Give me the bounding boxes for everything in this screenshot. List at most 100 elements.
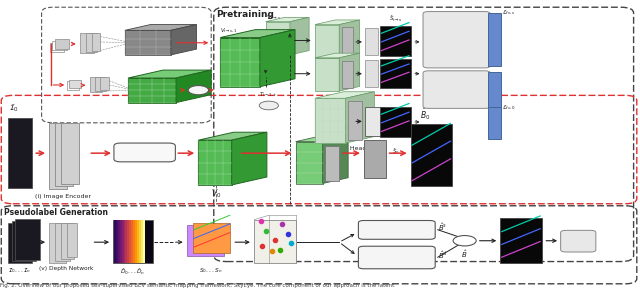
Bar bbox=[118, 220, 120, 263]
Bar bbox=[325, 146, 339, 181]
Bar bbox=[342, 61, 353, 88]
Bar bbox=[125, 220, 127, 263]
FancyBboxPatch shape bbox=[423, 12, 490, 68]
Bar bbox=[129, 220, 131, 263]
Bar bbox=[15, 219, 40, 260]
Text: "Stuff": "Stuff" bbox=[386, 224, 408, 229]
Text: (iv) BEV Head: (iv) BEV Head bbox=[356, 127, 399, 131]
Text: Lifting Module: Lifting Module bbox=[120, 150, 170, 155]
Polygon shape bbox=[232, 132, 267, 185]
Polygon shape bbox=[339, 20, 360, 58]
Bar bbox=[315, 25, 339, 58]
Polygon shape bbox=[171, 25, 196, 55]
FancyBboxPatch shape bbox=[561, 230, 596, 252]
Polygon shape bbox=[315, 53, 360, 58]
Bar bbox=[342, 27, 353, 55]
Bar bbox=[67, 223, 77, 257]
Bar bbox=[141, 220, 143, 263]
Text: Pseudolabel Generation: Pseudolabel Generation bbox=[4, 208, 108, 216]
Text: $\hat{S}_{t-1}$: $\hat{S}_{t-1}$ bbox=[388, 47, 403, 58]
Bar bbox=[187, 225, 224, 256]
Text: $\hat{B}$: $\hat{B}$ bbox=[461, 249, 468, 260]
Bar bbox=[86, 33, 97, 52]
Bar bbox=[100, 77, 109, 90]
Bar bbox=[55, 123, 73, 186]
Bar bbox=[80, 33, 94, 53]
Text: $\mathcal{L}_{fv,0}$: $\mathcal{L}_{fv,0}$ bbox=[449, 72, 463, 80]
Bar bbox=[61, 123, 79, 184]
Text: $S_1$: $S_1$ bbox=[452, 52, 460, 61]
Text: $\hat{S}_{t-1}$: $\hat{S}_{t-1}$ bbox=[449, 45, 463, 55]
Text: $T_{t\rightarrow s}$: $T_{t\rightarrow s}$ bbox=[263, 53, 277, 62]
Polygon shape bbox=[346, 92, 374, 143]
Polygon shape bbox=[296, 136, 348, 142]
Text: Fitting: Fitting bbox=[387, 258, 406, 263]
Text: $\hat{B}^d$: $\hat{B}^d$ bbox=[438, 249, 449, 261]
Bar bbox=[380, 26, 411, 56]
Bar bbox=[113, 220, 153, 263]
Text: $\hat{D}_0...\hat{D}_n$: $\hat{D}_0...\hat{D}_n$ bbox=[120, 266, 146, 277]
Text: $\mathcal{L}_{bev}$: $\mathcal{L}_{bev}$ bbox=[570, 236, 586, 247]
Text: Bounding Box: Bounding Box bbox=[375, 253, 419, 258]
Bar bbox=[52, 41, 67, 50]
Text: Fig. 2. Overview of our proposed self-supervised BEV semantic mapping framework,: Fig. 2. Overview of our proposed self-su… bbox=[0, 283, 394, 288]
Bar bbox=[49, 123, 67, 189]
Text: $V_{t\rightarrow s}$: $V_{t\rightarrow s}$ bbox=[266, 13, 281, 22]
Bar bbox=[500, 218, 542, 263]
Polygon shape bbox=[339, 53, 360, 91]
Text: Densification: Densification bbox=[376, 229, 417, 235]
Text: $\hat{S}_0$: $\hat{S}_0$ bbox=[392, 146, 399, 157]
Circle shape bbox=[259, 101, 278, 110]
Polygon shape bbox=[315, 92, 374, 98]
Bar bbox=[139, 220, 141, 263]
Bar bbox=[488, 107, 501, 139]
Bar bbox=[488, 72, 501, 107]
Text: "Thing": "Thing" bbox=[385, 247, 409, 253]
Text: $T_{t-1,t}$: $T_{t-1,t}$ bbox=[259, 91, 276, 99]
Circle shape bbox=[453, 236, 476, 246]
Bar bbox=[90, 77, 102, 92]
Bar bbox=[127, 220, 129, 263]
Bar bbox=[365, 107, 384, 136]
Text: $\hat{S}_{t\rightarrow s}$: $\hat{S}_{t\rightarrow s}$ bbox=[449, 20, 463, 31]
Text: $V_{t\rightarrow s,1}$: $V_{t\rightarrow s,1}$ bbox=[220, 27, 237, 35]
FancyBboxPatch shape bbox=[114, 143, 175, 162]
Bar bbox=[50, 43, 64, 52]
Bar bbox=[488, 13, 501, 66]
Bar bbox=[8, 223, 32, 263]
Bar bbox=[315, 98, 346, 143]
Bar bbox=[143, 220, 145, 263]
Bar bbox=[220, 38, 260, 87]
Bar bbox=[8, 118, 32, 188]
Bar bbox=[61, 223, 74, 259]
Bar bbox=[254, 220, 296, 263]
Text: $S_{ts}$: $S_{ts}$ bbox=[451, 28, 460, 37]
Text: $\mathcal{I}_0...\mathcal{I}_n$: $\mathcal{I}_0...\mathcal{I}_n$ bbox=[8, 266, 31, 275]
Text: $S_0$: $S_0$ bbox=[452, 79, 460, 88]
Bar bbox=[124, 220, 125, 263]
Polygon shape bbox=[323, 136, 348, 184]
Bar bbox=[365, 28, 378, 55]
Text: $\oplus$: $\oplus$ bbox=[459, 234, 470, 247]
Bar bbox=[135, 220, 137, 263]
Text: $\mathcal{L}_{fv}$: $\mathcal{L}_{fv}$ bbox=[451, 12, 461, 20]
Bar bbox=[348, 101, 362, 140]
Text: $\circlearrowleft$: $\circlearrowleft$ bbox=[264, 101, 274, 110]
Bar bbox=[12, 221, 36, 261]
Text: $\mathcal{L}_{fv,s}$: $\mathcal{L}_{fv,s}$ bbox=[502, 9, 515, 17]
Text: $\otimes$: $\otimes$ bbox=[194, 85, 203, 96]
Bar bbox=[92, 33, 100, 51]
Text: $\hat{B}^s$: $\hat{B}^s$ bbox=[438, 221, 448, 233]
Text: $V_0$: $V_0$ bbox=[211, 188, 221, 200]
Polygon shape bbox=[176, 70, 211, 103]
Bar bbox=[137, 220, 139, 263]
FancyBboxPatch shape bbox=[423, 71, 490, 108]
Text: $\mathcal{I}_0$: $\mathcal{I}_0$ bbox=[9, 103, 19, 114]
Bar bbox=[116, 220, 118, 263]
Bar bbox=[296, 142, 323, 184]
Polygon shape bbox=[290, 17, 309, 55]
Bar bbox=[120, 220, 122, 263]
Bar bbox=[49, 223, 66, 263]
Polygon shape bbox=[315, 20, 360, 25]
Bar bbox=[131, 220, 133, 263]
